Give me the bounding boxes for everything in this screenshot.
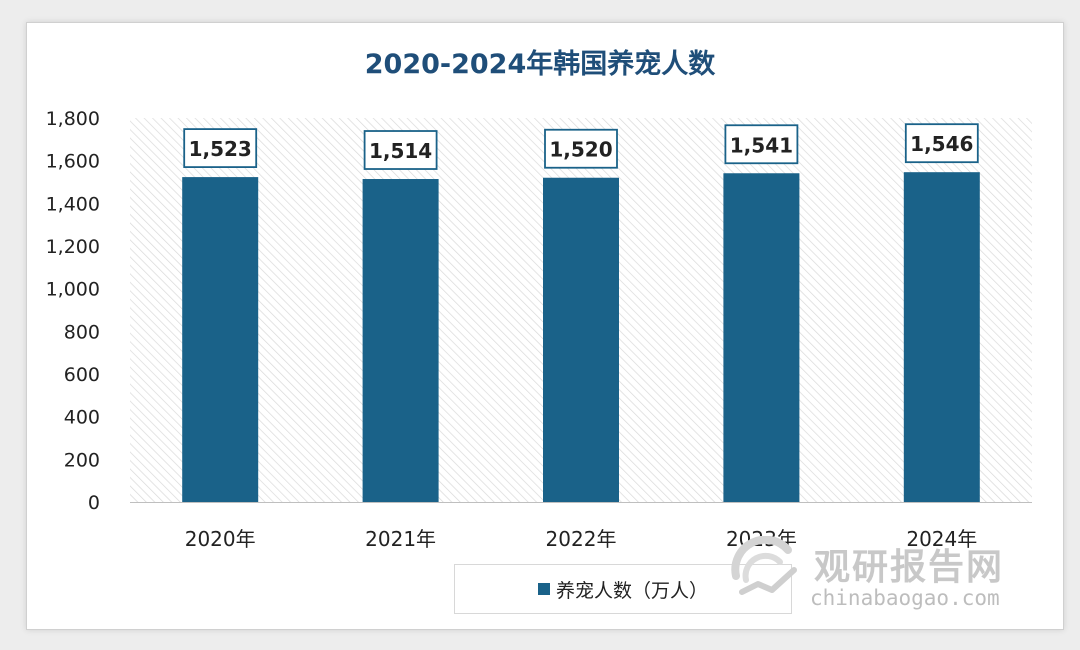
y-tick-label: 400 bbox=[64, 407, 100, 429]
y-tick-label: 600 bbox=[64, 364, 100, 386]
x-tick-label: 2020年 bbox=[185, 527, 256, 551]
watermark-logo-icon bbox=[731, 536, 797, 595]
watermark-name: 观研报告网 bbox=[814, 547, 1005, 588]
legend-swatch bbox=[537, 583, 550, 595]
bar bbox=[723, 173, 800, 502]
data-label: 1,523 bbox=[189, 137, 252, 161]
bar bbox=[362, 179, 439, 502]
bar bbox=[182, 177, 259, 503]
data-label-box bbox=[544, 128, 618, 169]
y-tick-label: 1,400 bbox=[46, 193, 100, 215]
watermark: 观研报告网 chinabaogao.com bbox=[728, 536, 1048, 618]
y-tick-label: 1,600 bbox=[46, 151, 100, 173]
data-label-box bbox=[724, 124, 799, 165]
x-tick-label: 2021年 bbox=[365, 527, 436, 551]
data-label-box bbox=[904, 123, 979, 164]
y-axis: 0 200 400 600 800 1,000 1,200 1,400 1,600 1,800 bbox=[46, 108, 100, 514]
x-axis: 2020年 2021年 2022年 2023年 2024年 bbox=[130, 502, 1032, 551]
y-tick-label: 1,000 bbox=[46, 279, 100, 301]
data-label: 1,514 bbox=[369, 139, 432, 163]
data-label: 1,546 bbox=[910, 132, 973, 156]
x-tick-label: 2024年 bbox=[906, 527, 977, 551]
y-tick-label: 1,200 bbox=[46, 236, 100, 258]
y-tick-label: 0 bbox=[88, 492, 100, 514]
bar bbox=[543, 177, 619, 502]
y-tick-label: 200 bbox=[64, 449, 100, 471]
chart-title: 2020-2024年韩国养宠人数 bbox=[364, 49, 716, 80]
y-tick-label: 1,800 bbox=[46, 108, 100, 130]
watermark-url: chinabaogao.com bbox=[810, 586, 1000, 610]
data-label: 1,541 bbox=[730, 133, 793, 157]
bar bbox=[903, 172, 980, 503]
data-labels: 1,523 1,514 1,520 1,541 1,546 bbox=[183, 123, 979, 170]
data-label: 1,520 bbox=[549, 138, 612, 162]
y-tick-label: 800 bbox=[64, 321, 100, 343]
legend-label: 养宠人数（万人） bbox=[555, 579, 708, 602]
bar-series bbox=[182, 172, 980, 503]
data-label-box bbox=[363, 130, 438, 170]
data-label-box bbox=[183, 128, 258, 168]
x-tick-label: 2022年 bbox=[546, 527, 617, 551]
